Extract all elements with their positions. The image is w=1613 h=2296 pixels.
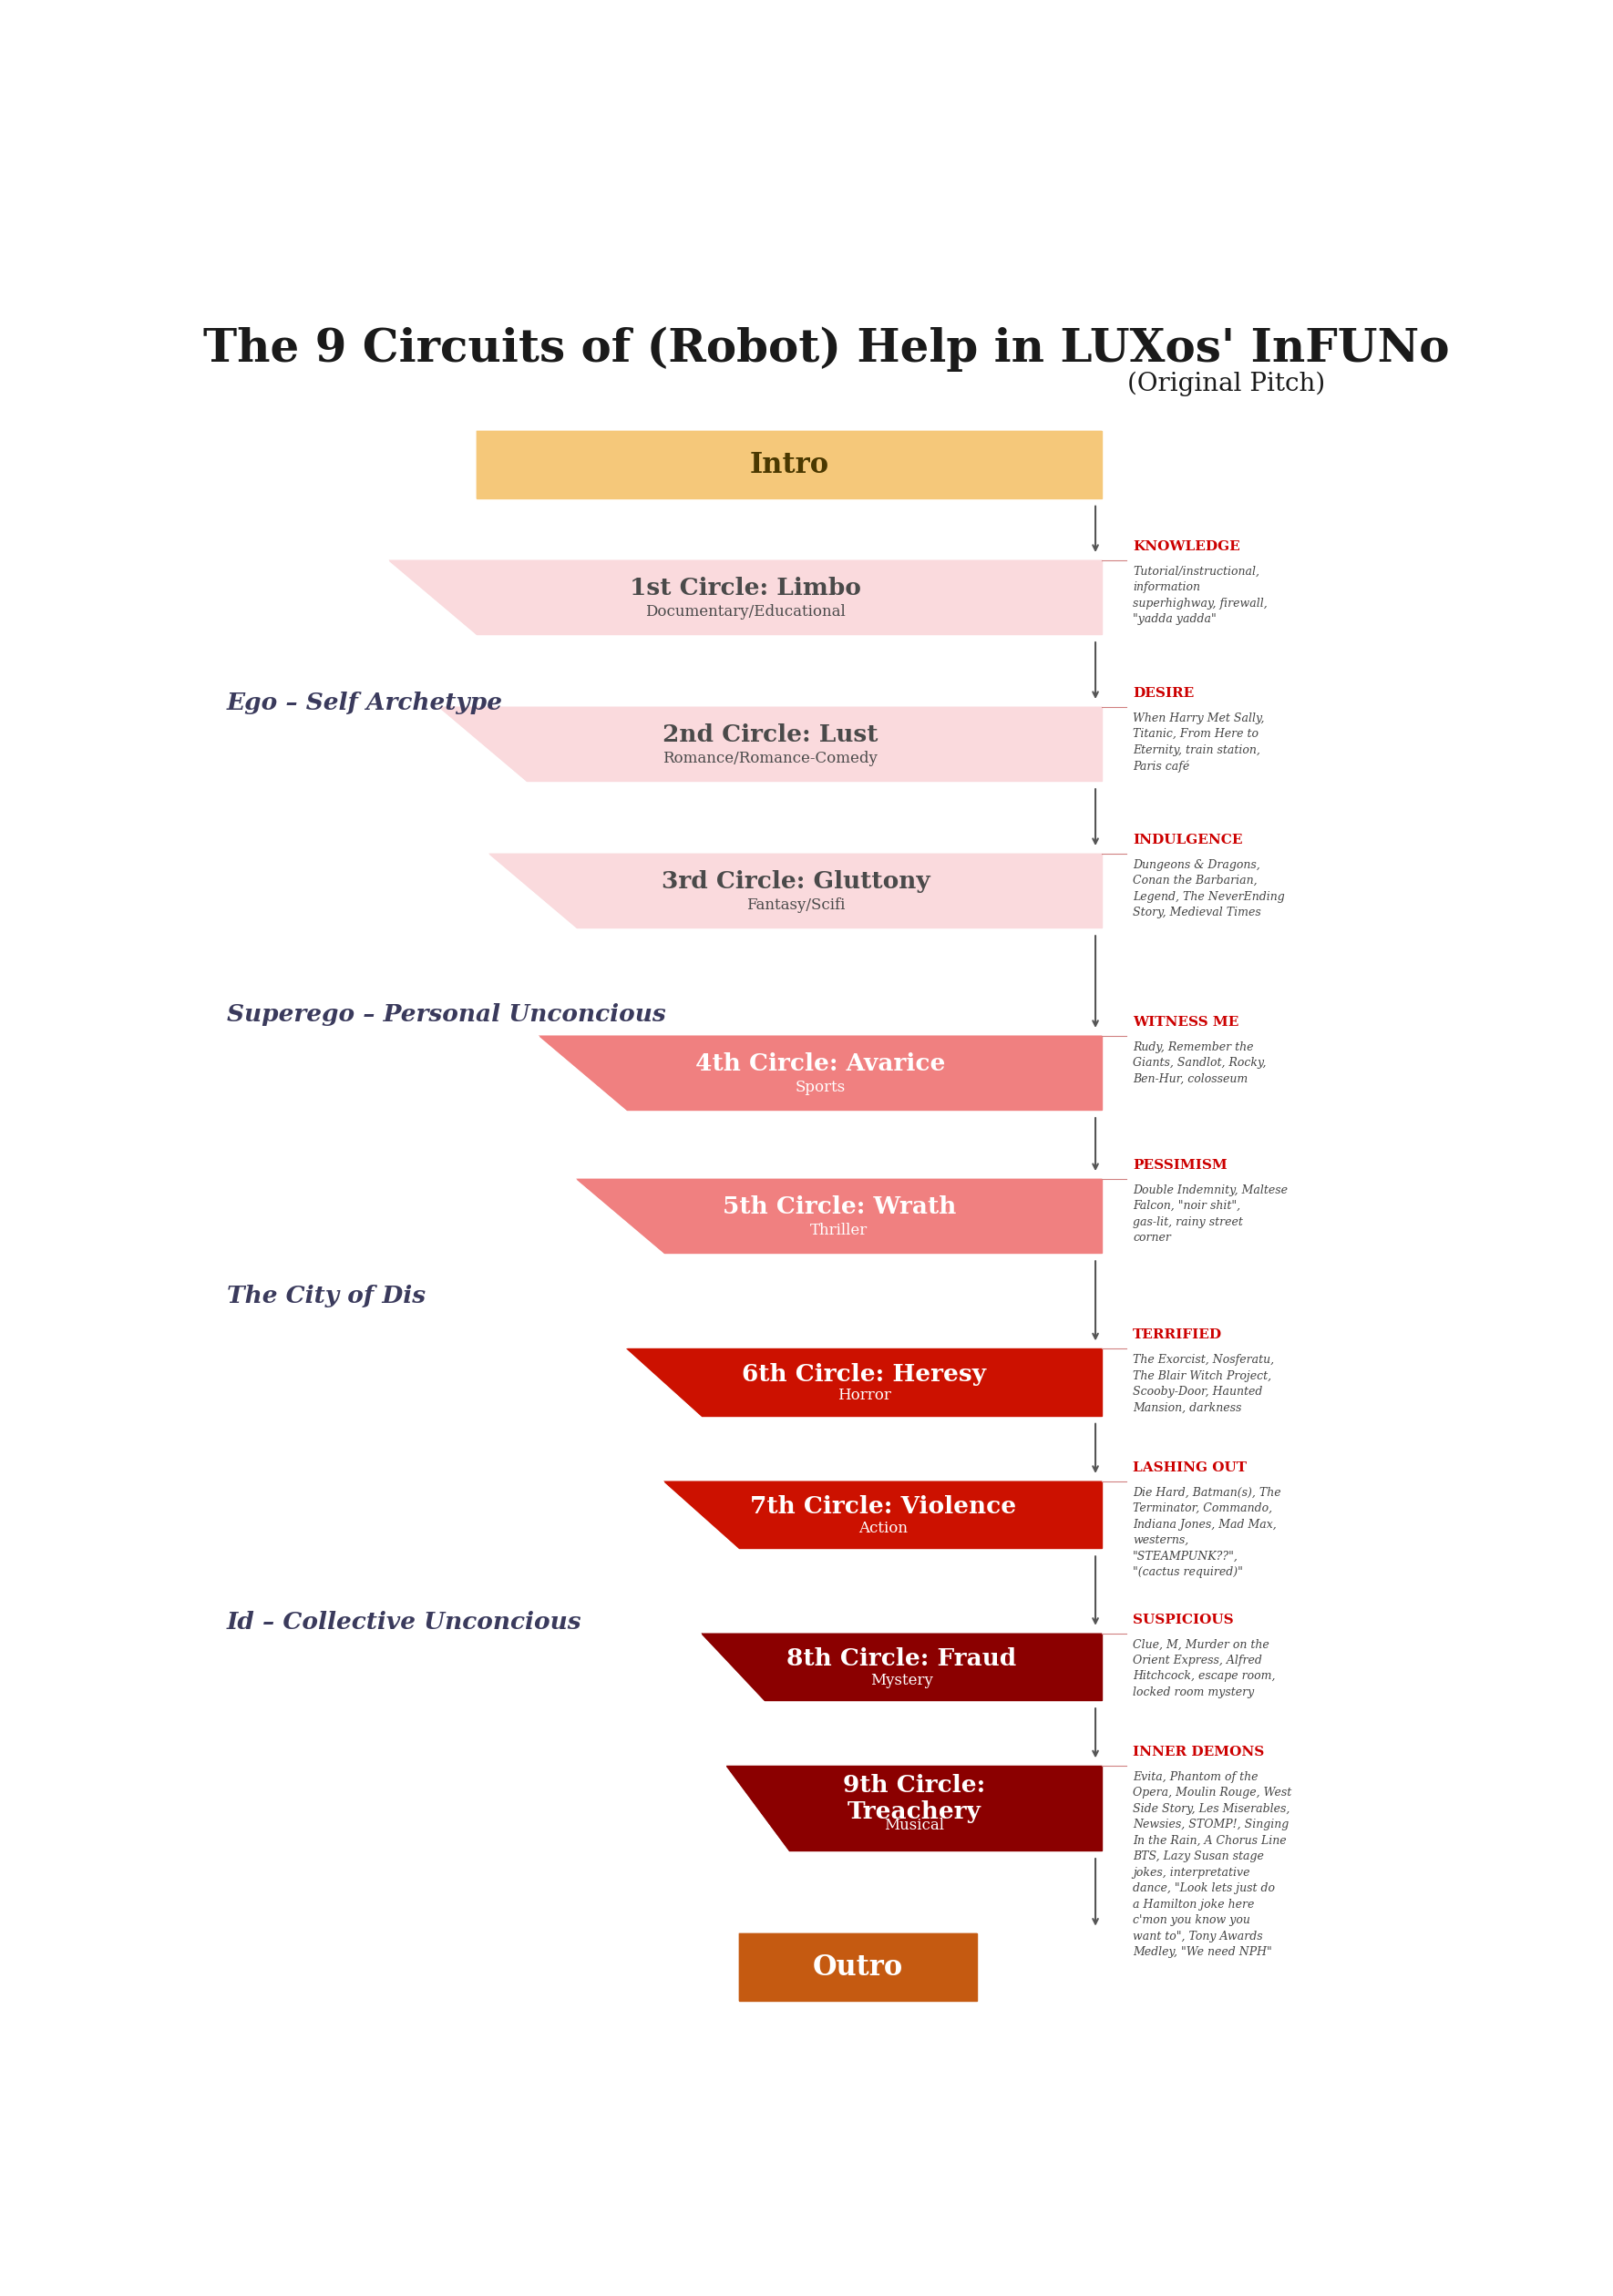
Text: Romance/Romance-Comedy: Romance/Romance-Comedy <box>663 751 877 767</box>
Text: Fantasy/Scifi: Fantasy/Scifi <box>747 898 845 914</box>
Text: Superego – Personal Unconcious: Superego – Personal Unconcious <box>226 1003 666 1026</box>
Text: 5th Circle: Wrath: 5th Circle: Wrath <box>723 1196 957 1219</box>
Text: 4th Circle: Avarice: 4th Circle: Avarice <box>695 1052 945 1075</box>
Text: Dungeons & Dragons,
Conan the Barbarian,
Legend, The NeverEnding
Story, Medieval: Dungeons & Dragons, Conan the Barbarian,… <box>1132 859 1286 918</box>
Text: (Original Pitch): (Original Pitch) <box>1127 372 1326 395</box>
Text: Musical: Musical <box>884 1818 944 1832</box>
Text: Rudy, Remember the
Giants, Sandlot, Rocky,
Ben-Hur, colosseum: Rudy, Remember the Giants, Sandlot, Rock… <box>1132 1040 1266 1084</box>
Text: Action: Action <box>858 1520 908 1536</box>
Text: Ego – Self Archetype: Ego – Self Archetype <box>226 691 503 714</box>
Text: Outro: Outro <box>813 1954 903 1981</box>
Text: Tutorial/instructional,
information
superhighway, firewall,
"yadda yadda": Tutorial/instructional, information supe… <box>1132 565 1268 625</box>
Text: PESSIMISM: PESSIMISM <box>1132 1159 1227 1171</box>
Text: Evita, Phantom of the
Opera, Moulin Rouge, West
Side Story, Les Miserables,
News: Evita, Phantom of the Opera, Moulin Roug… <box>1132 1770 1292 1958</box>
Text: 7th Circle: Violence: 7th Circle: Violence <box>750 1495 1016 1518</box>
Text: 9th Circle:
Treachery: 9th Circle: Treachery <box>844 1773 986 1823</box>
Polygon shape <box>739 1933 977 2002</box>
Text: INNER DEMONS: INNER DEMONS <box>1132 1745 1265 1759</box>
Polygon shape <box>477 432 1102 498</box>
Text: The Exorcist, Nosferatu,
The Blair Witch Project,
Scooby-Door, Haunted
Mansion, : The Exorcist, Nosferatu, The Blair Witch… <box>1132 1355 1274 1414</box>
Polygon shape <box>726 1766 1102 1851</box>
Text: 1st Circle: Limbo: 1st Circle: Limbo <box>629 576 861 599</box>
Polygon shape <box>665 1481 1102 1548</box>
Text: Thriller: Thriller <box>810 1224 868 1238</box>
Text: Intro: Intro <box>750 450 829 480</box>
Text: KNOWLEDGE: KNOWLEDGE <box>1132 540 1240 553</box>
Text: Horror: Horror <box>837 1387 890 1403</box>
Polygon shape <box>702 1632 1102 1701</box>
Text: LASHING OUT: LASHING OUT <box>1132 1463 1247 1474</box>
Polygon shape <box>626 1348 1102 1417</box>
Text: TERRIFIED: TERRIFIED <box>1132 1329 1223 1341</box>
Text: Clue, M, Murder on the
Orient Express, Alfred
Hitchcock, escape room,
locked roo: Clue, M, Murder on the Orient Express, A… <box>1132 1639 1276 1699</box>
Text: 6th Circle: Heresy: 6th Circle: Heresy <box>742 1364 986 1384</box>
Text: Id – Collective Unconcious: Id – Collective Unconcious <box>226 1612 582 1635</box>
Text: When Harry Met Sally,
Titanic, From Here to
Eternity, train station,
Paris café: When Harry Met Sally, Titanic, From Here… <box>1132 712 1265 771</box>
Text: 2nd Circle: Lust: 2nd Circle: Lust <box>663 723 877 746</box>
Text: Sports: Sports <box>795 1079 845 1095</box>
Text: The City of Dis: The City of Dis <box>226 1283 426 1306</box>
Text: 8th Circle: Fraud: 8th Circle: Fraud <box>787 1649 1016 1669</box>
Text: Mystery: Mystery <box>871 1671 932 1688</box>
Polygon shape <box>389 560 1102 634</box>
Text: INDULGENCE: INDULGENCE <box>1132 833 1242 847</box>
Text: Double Indemnity, Maltese
Falcon, "noir shit",
gas-lit, rainy street
corner: Double Indemnity, Maltese Falcon, "noir … <box>1132 1185 1287 1244</box>
Text: 3rd Circle: Gluttony: 3rd Circle: Gluttony <box>661 870 929 893</box>
Text: Documentary/Educational: Documentary/Educational <box>645 604 845 620</box>
Text: SUSPICIOUS: SUSPICIOUS <box>1132 1614 1234 1626</box>
Polygon shape <box>489 854 1102 928</box>
Text: DESIRE: DESIRE <box>1132 687 1194 700</box>
Text: Die Hard, Batman(s), The
Terminator, Commando,
Indiana Jones, Mad Max,
westerns,: Die Hard, Batman(s), The Terminator, Com… <box>1132 1486 1281 1577</box>
Text: WITNESS ME: WITNESS ME <box>1132 1015 1239 1029</box>
Polygon shape <box>539 1035 1102 1109</box>
Polygon shape <box>439 707 1102 781</box>
Text: The 9 Circuits of (Robot) Help in LUXos' InFUNo: The 9 Circuits of (Robot) Help in LUXos'… <box>203 326 1450 372</box>
Polygon shape <box>577 1178 1102 1254</box>
